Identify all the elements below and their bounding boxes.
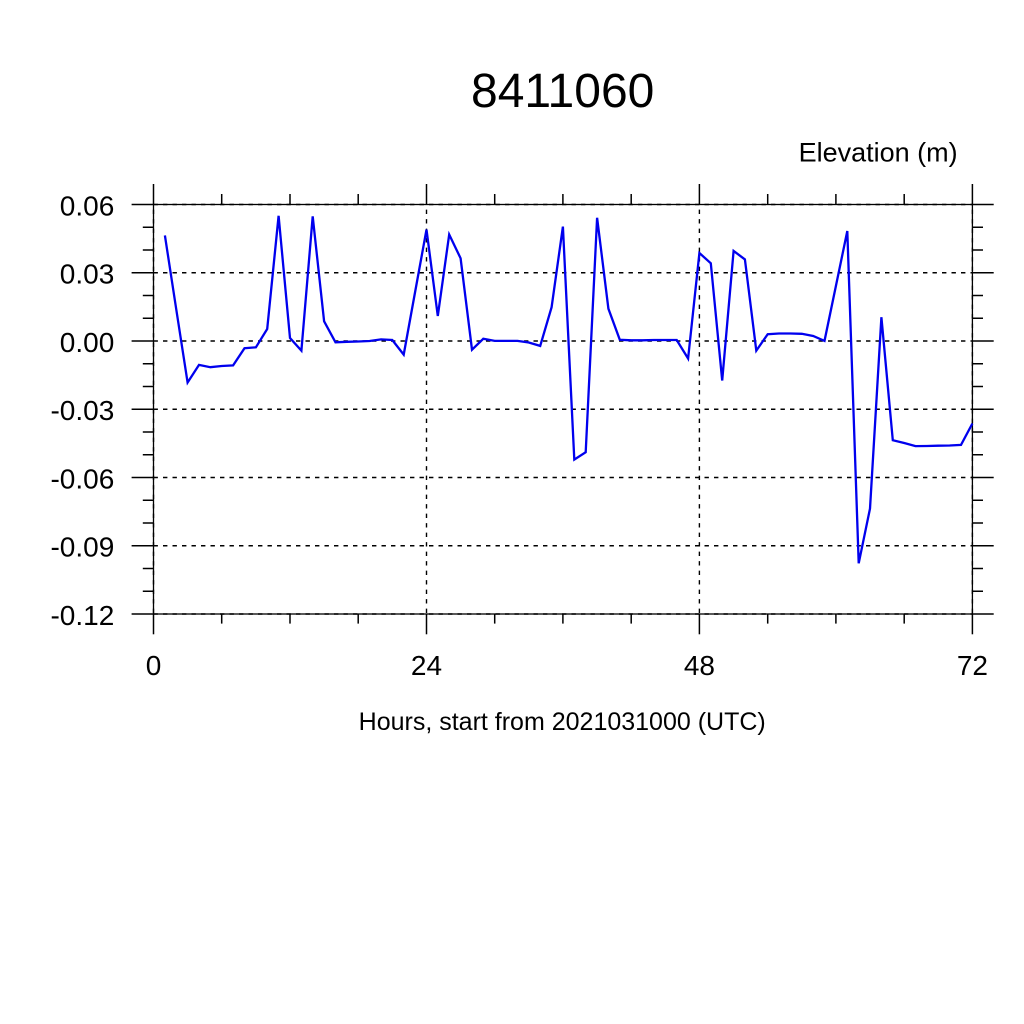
svg-text:8411060: 8411060 bbox=[471, 65, 654, 118]
svg-text:0.06: 0.06 bbox=[60, 190, 115, 221]
svg-text:0: 0 bbox=[146, 650, 162, 681]
svg-text:Hours, start from 2021031000 (: Hours, start from 2021031000 (UTC) bbox=[359, 708, 766, 736]
svg-text:-0.09: -0.09 bbox=[50, 532, 114, 563]
svg-text:-0.03: -0.03 bbox=[50, 395, 114, 426]
svg-text:24: 24 bbox=[411, 650, 442, 681]
svg-text:Elevation (m): Elevation (m) bbox=[799, 138, 958, 168]
svg-text:0.00: 0.00 bbox=[60, 327, 115, 358]
svg-text:-0.12: -0.12 bbox=[50, 600, 114, 631]
svg-text:48: 48 bbox=[684, 650, 715, 681]
svg-text:72: 72 bbox=[957, 650, 988, 681]
svg-text:0.03: 0.03 bbox=[60, 259, 115, 290]
svg-text:-0.06: -0.06 bbox=[50, 463, 114, 494]
